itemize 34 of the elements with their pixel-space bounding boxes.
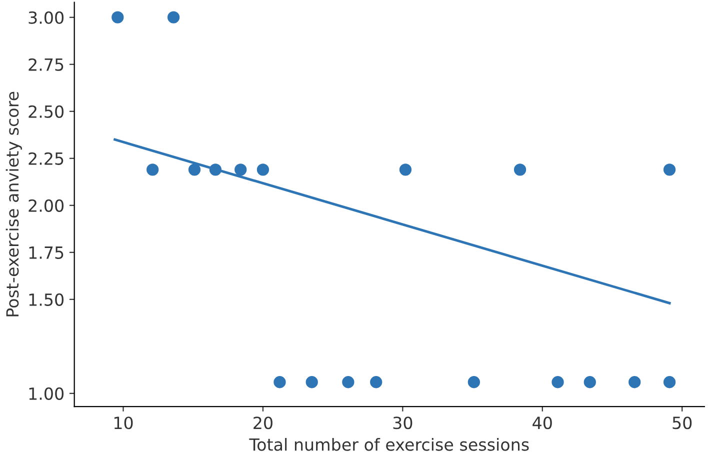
point (209, 164, 222, 176)
x-tick-label: 30 (393, 416, 412, 430)
point (663, 376, 676, 388)
point (514, 164, 526, 176)
x-axis-title: Total number of exercise sessions (249, 438, 529, 451)
y-tick-label: 2.75 (28, 58, 64, 71)
y-axis-title: Post-exercise anviety score (6, 92, 22, 316)
point (584, 376, 596, 388)
x-tick-label: 10 (114, 416, 133, 430)
y-tick-label: 2.25 (28, 152, 64, 165)
y-tick-label: 1.00 (29, 387, 64, 400)
y-tick-label: 1.50 (29, 293, 64, 306)
point (234, 164, 247, 176)
point (628, 376, 641, 388)
y-tick-label: 2.50 (28, 105, 64, 118)
point (370, 376, 382, 388)
x-tick-label: 20 (254, 416, 272, 430)
point (552, 376, 564, 388)
point (256, 164, 270, 176)
point (167, 11, 180, 24)
x-tick-label: 40 (532, 416, 552, 430)
y-tick-label: 2.00 (28, 199, 64, 212)
point (342, 376, 354, 388)
y-tick-label: 1.75 (29, 246, 64, 259)
point (112, 11, 124, 24)
y-tick-label: 3.00 (28, 11, 64, 24)
point (663, 164, 676, 176)
point (274, 376, 286, 388)
point (146, 164, 159, 176)
x-tick-label: 50 (672, 416, 692, 430)
point (188, 164, 201, 176)
point (306, 376, 318, 388)
point (468, 376, 480, 388)
point (399, 164, 412, 176)
